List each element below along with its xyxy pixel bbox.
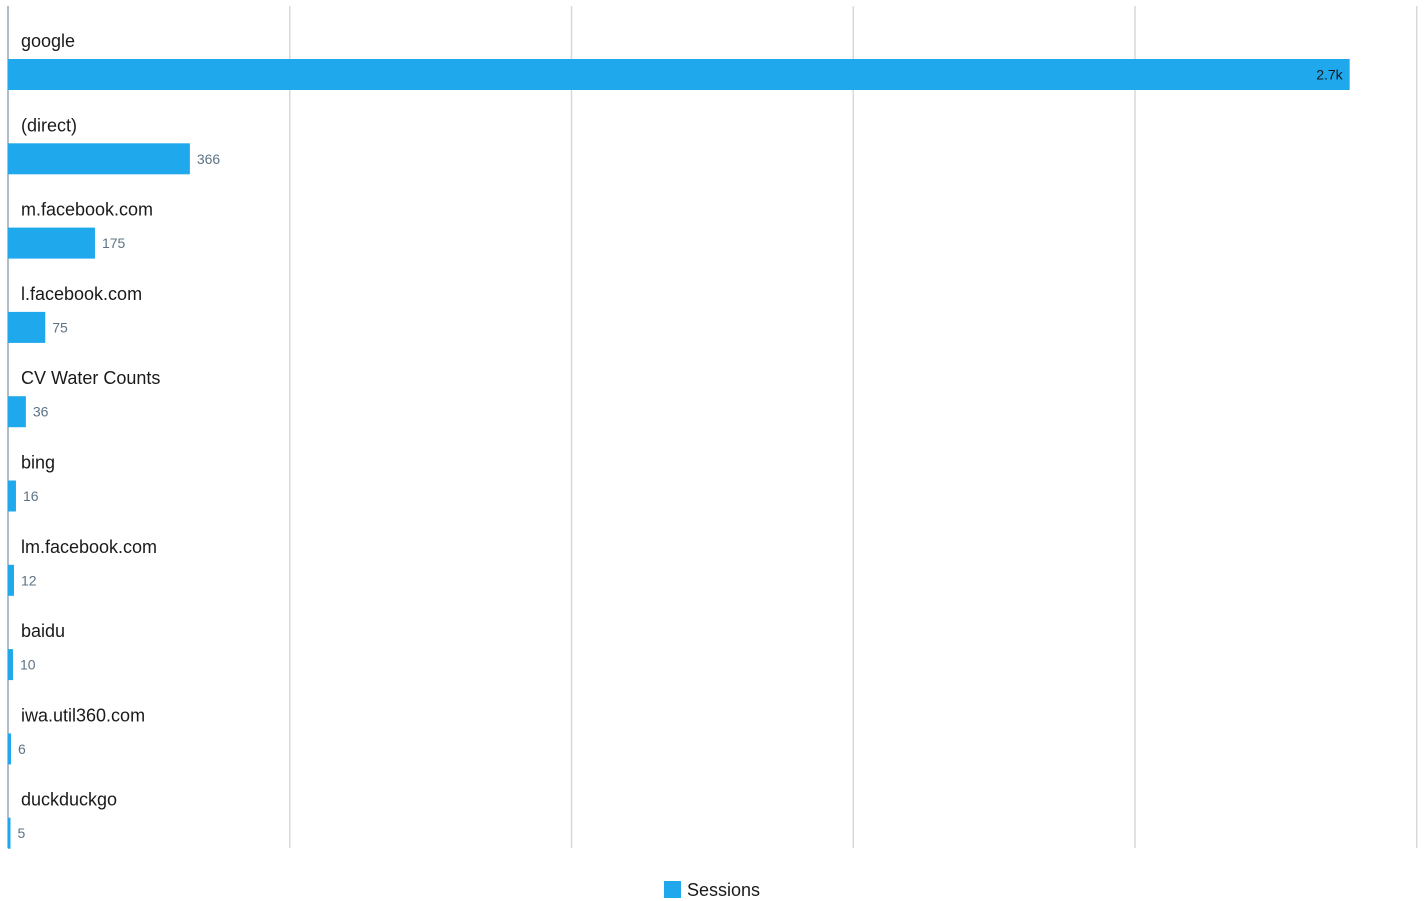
- bar-group: [8, 59, 1350, 849]
- bar[interactable]: [8, 311, 46, 343]
- data-label: 5: [17, 825, 25, 841]
- bar[interactable]: [8, 59, 1350, 90]
- bar[interactable]: [8, 143, 190, 175]
- data-label: 366: [197, 151, 221, 167]
- category-label: lm.facebook.com: [21, 537, 157, 557]
- legend[interactable]: Sessions: [663, 880, 760, 900]
- category-label: m.facebook.com: [21, 200, 153, 220]
- data-label: 6: [18, 741, 26, 757]
- bar[interactable]: [8, 817, 11, 849]
- data-label: 36: [33, 404, 49, 420]
- bar[interactable]: [8, 227, 95, 259]
- label-group: google2.7k(direct)366m.facebook.com175l.…: [17, 31, 1343, 841]
- grid-lines: [7, 6, 1418, 848]
- bar[interactable]: [8, 564, 14, 596]
- category-label: duckduckgo: [21, 790, 117, 810]
- data-label: 16: [23, 488, 39, 504]
- category-label: CV Water Counts: [21, 368, 160, 388]
- category-label: google: [21, 31, 75, 51]
- data-label: 75: [52, 319, 68, 335]
- category-label: l.facebook.com: [21, 284, 142, 304]
- bar[interactable]: [8, 649, 13, 681]
- data-label: 2.7k: [1316, 67, 1343, 83]
- data-label: 175: [102, 235, 126, 251]
- data-label: 12: [21, 572, 37, 588]
- category-label: iwa.util360.com: [21, 705, 145, 725]
- category-label: baidu: [21, 621, 65, 641]
- category-label: (direct): [21, 115, 77, 135]
- legend-swatch: [663, 881, 681, 898]
- data-label: 10: [20, 657, 36, 673]
- legend-label: Sessions: [687, 880, 760, 900]
- bar[interactable]: [8, 396, 26, 428]
- bar[interactable]: [8, 733, 11, 765]
- bar[interactable]: [8, 480, 16, 512]
- category-label: bing: [21, 453, 55, 473]
